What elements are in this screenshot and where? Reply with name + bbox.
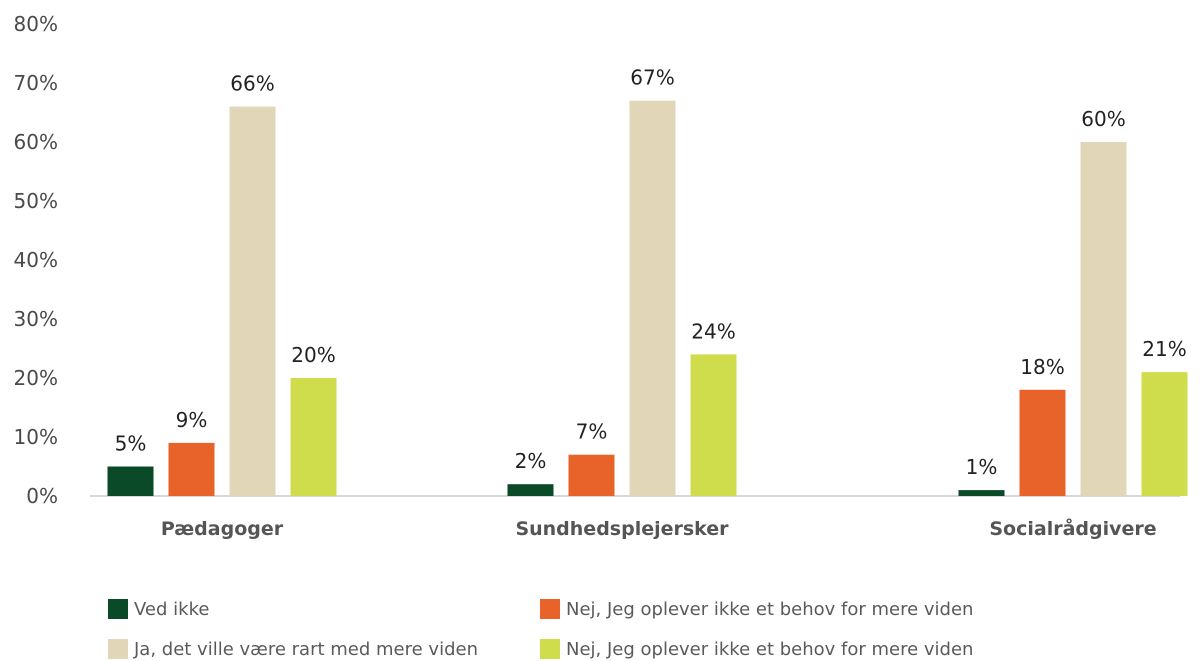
y-tick-label: 10% bbox=[14, 425, 58, 449]
y-tick-label: 30% bbox=[14, 307, 58, 331]
bar bbox=[168, 442, 215, 496]
y-tick-label: 70% bbox=[14, 71, 58, 95]
y-tick-label: 0% bbox=[26, 484, 58, 508]
y-tick-label: 80% bbox=[14, 12, 58, 36]
bar bbox=[690, 354, 737, 496]
bar bbox=[1080, 142, 1127, 496]
data-label: 2% bbox=[515, 449, 547, 473]
bar bbox=[229, 106, 276, 496]
x-category-label: Sundhedsplejersker bbox=[515, 518, 729, 540]
legend-item: Ved ikke bbox=[108, 598, 209, 620]
data-label: 21% bbox=[1142, 337, 1186, 361]
data-label: 24% bbox=[691, 319, 735, 343]
legend-swatch bbox=[108, 599, 128, 619]
y-tick-label: 60% bbox=[14, 130, 58, 154]
data-label: 5% bbox=[115, 432, 147, 456]
data-label: 18% bbox=[1020, 355, 1064, 379]
legend-item: Nej, Jeg oplever ikke et behov for mere … bbox=[540, 638, 973, 660]
y-tick-label: 40% bbox=[14, 248, 58, 272]
legend-label: Ved ikke bbox=[134, 598, 210, 620]
legend-label: Nej, Jeg oplever ikke et behov for mere … bbox=[566, 598, 974, 620]
bar bbox=[958, 490, 1005, 496]
data-label: 1% bbox=[966, 455, 998, 479]
data-label: 67% bbox=[630, 66, 674, 90]
bar bbox=[107, 466, 154, 496]
y-tick-label: 50% bbox=[14, 189, 58, 213]
x-category-label: Pædagoger bbox=[161, 518, 284, 540]
bar bbox=[1019, 389, 1066, 496]
legend-swatch bbox=[108, 639, 128, 659]
legend-swatch bbox=[540, 639, 560, 659]
legend-item: Ja, det ville være rart med mere viden bbox=[108, 638, 478, 660]
legend-swatch bbox=[540, 599, 560, 619]
bar bbox=[1141, 372, 1188, 496]
bar bbox=[290, 378, 337, 496]
x-category-label: Socialrådgivere bbox=[989, 516, 1156, 540]
data-label: 60% bbox=[1081, 107, 1125, 131]
bar bbox=[629, 100, 676, 496]
bar bbox=[568, 454, 615, 496]
y-tick-label: 20% bbox=[14, 366, 58, 390]
bar-chart: 0% 10% 20% 30% 40% 50% 60% 70% 80% 5% 9% 66% 20% Pæda… bbox=[14, 12, 1188, 540]
legend-label: Nej, Jeg oplever ikke et behov for mere … bbox=[566, 638, 974, 660]
data-label: 66% bbox=[230, 72, 274, 96]
data-label: 7% bbox=[576, 420, 608, 444]
data-label: 20% bbox=[291, 343, 335, 367]
legend-label: Ja, det ville være rart med mere viden bbox=[134, 638, 478, 660]
legend-item: Nej, Jeg oplever ikke et behov for mere … bbox=[540, 598, 973, 620]
bar bbox=[507, 484, 554, 496]
data-label: 9% bbox=[176, 408, 208, 432]
